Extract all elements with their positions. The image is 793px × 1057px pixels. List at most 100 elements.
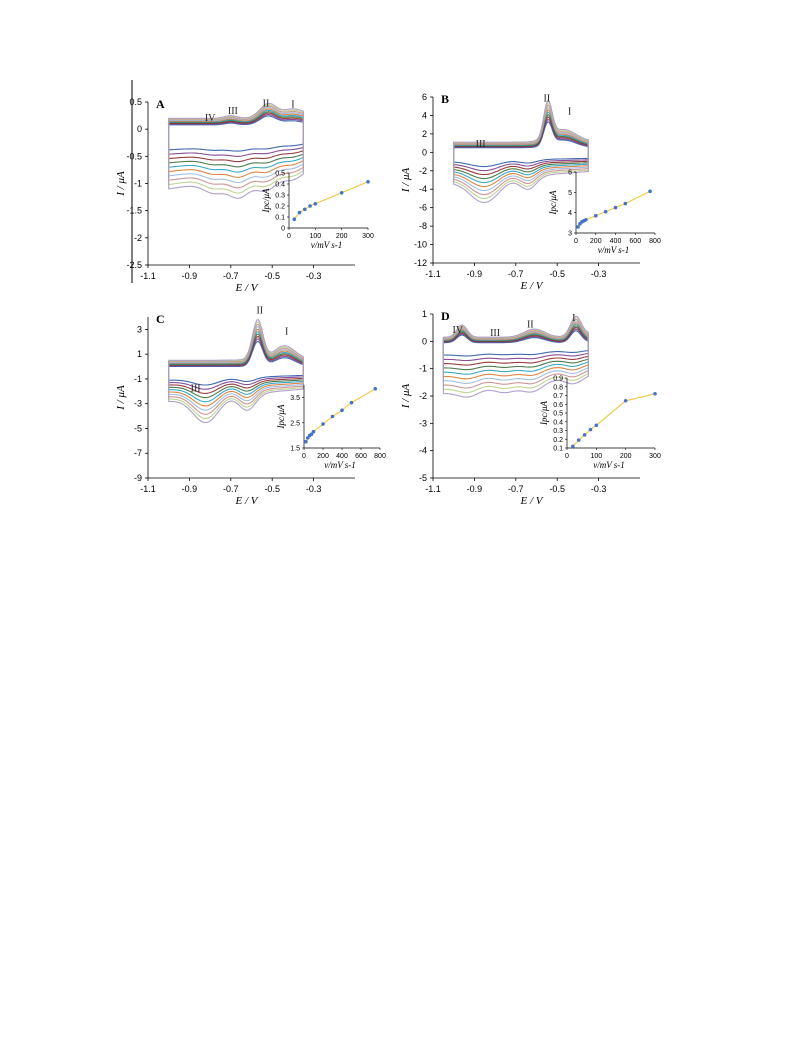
x-tick-label: -0.5 (549, 484, 565, 494)
inset-y-tick-label: 0.7 (553, 393, 563, 400)
inset-data-point (623, 201, 628, 206)
inset-y-tick-label: 1.5 (290, 446, 300, 453)
inset-x-tick-label: 800 (374, 453, 386, 460)
y-tick-label: -1 (134, 179, 142, 189)
peak-label: III (228, 106, 238, 117)
inset-y-axis-label: Ipc/μA (539, 400, 549, 426)
y-tick-label: -0.5 (126, 151, 142, 161)
y-tick-label: 0 (422, 147, 427, 157)
y-axis-label: I / μA (400, 167, 412, 193)
inset-y-tick-label: 0.3 (275, 193, 285, 200)
x-tick-label: -0.7 (223, 484, 239, 494)
inset-y-tick-label: 0.1 (275, 215, 285, 222)
inset-y-tick-label: 2.5 (290, 420, 300, 427)
inset-data-point (297, 210, 302, 215)
inset-x-tick-label: 0 (574, 238, 578, 245)
inset-plot: 0 0.1 0.2 0.3 0.4 0.5 0 100 200 300 v/mV s-1 Ipc/μA (261, 171, 374, 251)
inset-y-tick-label: 3 (568, 231, 572, 238)
peak-label: II (263, 98, 270, 109)
peak-label: II (544, 94, 551, 105)
peak-label: II (256, 305, 263, 316)
x-tick-label: -0.5 (549, 269, 565, 279)
inset-data-point (313, 202, 318, 206)
y-tick-label: -3 (134, 399, 142, 409)
cv-panel-b: 6 4 2 0 -2 -4 -6 -8 -10 -12-1.1 -0.9 -0.7 -0.5 -0.3 E … (400, 92, 661, 292)
inset-plot: 1.5 2.5 3.5 0 200 400 600 800 v/mV s-1 Ipc/μA (276, 385, 386, 470)
inset-x-tick-label: 200 (317, 453, 329, 460)
inset-x-tick-label: 200 (336, 233, 348, 240)
peak-label: III (191, 383, 201, 394)
inset-x-tick-label: 0 (565, 453, 569, 460)
inset-x-tick-label: 400 (610, 238, 622, 245)
y-axis-label: I / μA (115, 171, 127, 197)
peak-label: II (527, 320, 534, 331)
inset-y-tick-label: 5 (568, 190, 572, 197)
x-tick-label: -0.3 (306, 484, 322, 494)
inset-x-tick-label: 600 (355, 453, 367, 460)
inset-y-axis-label: Ipc/μA (261, 188, 271, 214)
inset-data-point (571, 444, 575, 449)
x-tick-label: -0.3 (306, 271, 322, 281)
y-tick-label: 4 (422, 110, 427, 120)
inset-y-tick-label: 0.2 (275, 204, 285, 211)
y-tick-label: 2 (422, 129, 427, 139)
inset-data-point (623, 398, 628, 403)
inset-x-tick-label: 200 (620, 453, 632, 460)
x-tick-label: -0.9 (467, 269, 483, 279)
x-tick-label: -0.9 (182, 484, 198, 494)
inset-fit-line (293, 181, 369, 220)
inset-data-point (366, 180, 370, 184)
inset-x-tick-label: 600 (629, 238, 641, 245)
peak-label: I (291, 99, 294, 110)
inset-x-axis-label: v/mV s-1 (324, 460, 356, 470)
y-tick-label: 0.5 (129, 97, 142, 107)
inset-data-point (311, 429, 316, 434)
inset-data-point (593, 213, 598, 218)
inset-fit-line (305, 388, 376, 442)
inset-data-point (594, 423, 599, 428)
y-tick-label: -6 (419, 203, 427, 213)
cv-curve (168, 102, 304, 199)
inset-plot: 3 4 5 6 0 200 400 600 800 v/mV s-1 Ipc/μA (548, 170, 661, 256)
inset-fit-line (572, 393, 656, 447)
inset-y-tick-label: 0.5 (553, 411, 563, 418)
inset-data-point (613, 205, 618, 210)
inset-x-tick-label: 100 (590, 453, 602, 460)
peak-label: I (285, 326, 288, 337)
inset-data-point (584, 217, 588, 222)
inset-x-tick-label: 300 (362, 233, 374, 240)
cv-curve (453, 99, 589, 204)
y-tick-label: -4 (419, 446, 427, 456)
inset-data-point (648, 189, 652, 194)
inset-data-point (330, 414, 335, 419)
inset-data-point (292, 217, 297, 221)
x-tick-label: -1.1 (140, 271, 156, 281)
inset-y-tick-label: 0.4 (553, 419, 563, 426)
y-tick-label: 3 (137, 324, 142, 334)
y-tick-label: -7 (134, 448, 142, 458)
y-axis-label: I / μA (400, 383, 412, 409)
inset-data-point (309, 432, 314, 436)
inset-y-tick-label: 3.5 (290, 395, 300, 402)
x-tick-label: -1.1 (425, 484, 441, 494)
inset-data-point (373, 386, 378, 391)
inset-data-point (576, 225, 580, 229)
inset-data-point (306, 436, 310, 440)
y-tick-label: -1 (419, 364, 427, 374)
panel-label: C (156, 312, 165, 326)
peak-label: I (568, 107, 571, 118)
y-tick-label: -9 (134, 473, 142, 483)
y-tick-label: 6 (422, 92, 427, 102)
cv-curve (453, 106, 589, 192)
y-axis-label: I / μA (115, 385, 127, 411)
peak-label: III (476, 139, 486, 150)
cv-panel-c: 3 1 -1 -3 -5 -7 -9-1.1 -0.9 -0.7 -0.5 -0.3 E / V I /… (115, 305, 386, 507)
x-tick-label: -0.5 (264, 484, 280, 494)
peak-label: IV (205, 113, 216, 124)
inset-data-point (582, 433, 587, 437)
inset-data-point (576, 438, 581, 442)
peak-label: I (572, 313, 575, 324)
inset-data-point (304, 439, 308, 444)
inset-y-tick-label: 6 (568, 170, 572, 177)
y-tick-label: -8 (419, 221, 427, 231)
